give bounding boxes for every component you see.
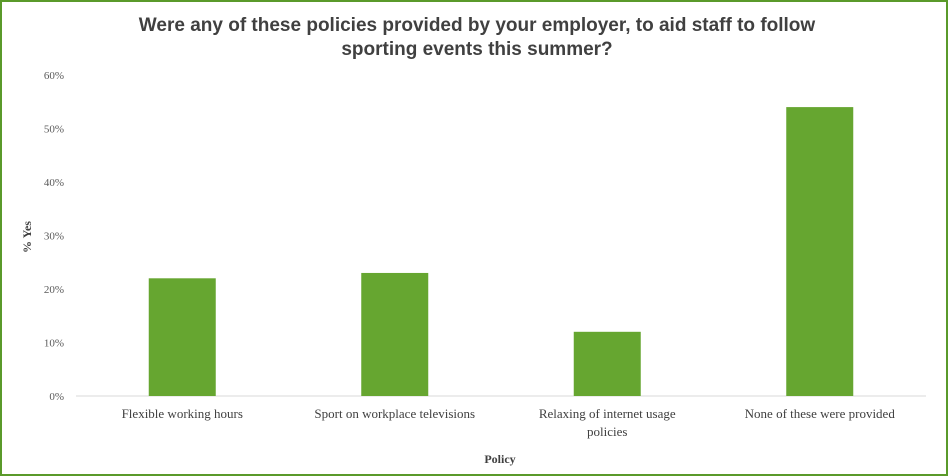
- chart-title-line-2: sporting events this summer?: [341, 39, 613, 60]
- x-category-label: Relaxing of internet usage: [539, 406, 676, 421]
- chart-title-line-1: Were any of these policies provided by y…: [138, 15, 816, 36]
- y-tick-label: 0%: [49, 391, 64, 403]
- bar: [573, 331, 641, 396]
- y-tick-label: 60%: [44, 70, 64, 82]
- chart-title: Were any of these policies provided by y…: [62, 14, 892, 62]
- y-axis-title: % Yes: [20, 221, 34, 253]
- y-tick-label: 40%: [44, 177, 64, 189]
- x-category-label: None of these were provided: [745, 406, 896, 421]
- y-tick-label: 50%: [44, 124, 64, 136]
- x-category-label: policies: [587, 424, 627, 439]
- y-tick-label: 30%: [44, 231, 64, 243]
- y-tick-label: 20%: [44, 284, 64, 296]
- y-tick-label: 10%: [44, 338, 64, 350]
- bar: [148, 278, 216, 396]
- x-category-label: Flexible working hours: [122, 406, 243, 421]
- bar: [786, 107, 854, 396]
- bar: [361, 272, 429, 396]
- x-category-label: Sport on workplace televisions: [314, 406, 475, 421]
- x-axis-title: Policy: [484, 452, 515, 466]
